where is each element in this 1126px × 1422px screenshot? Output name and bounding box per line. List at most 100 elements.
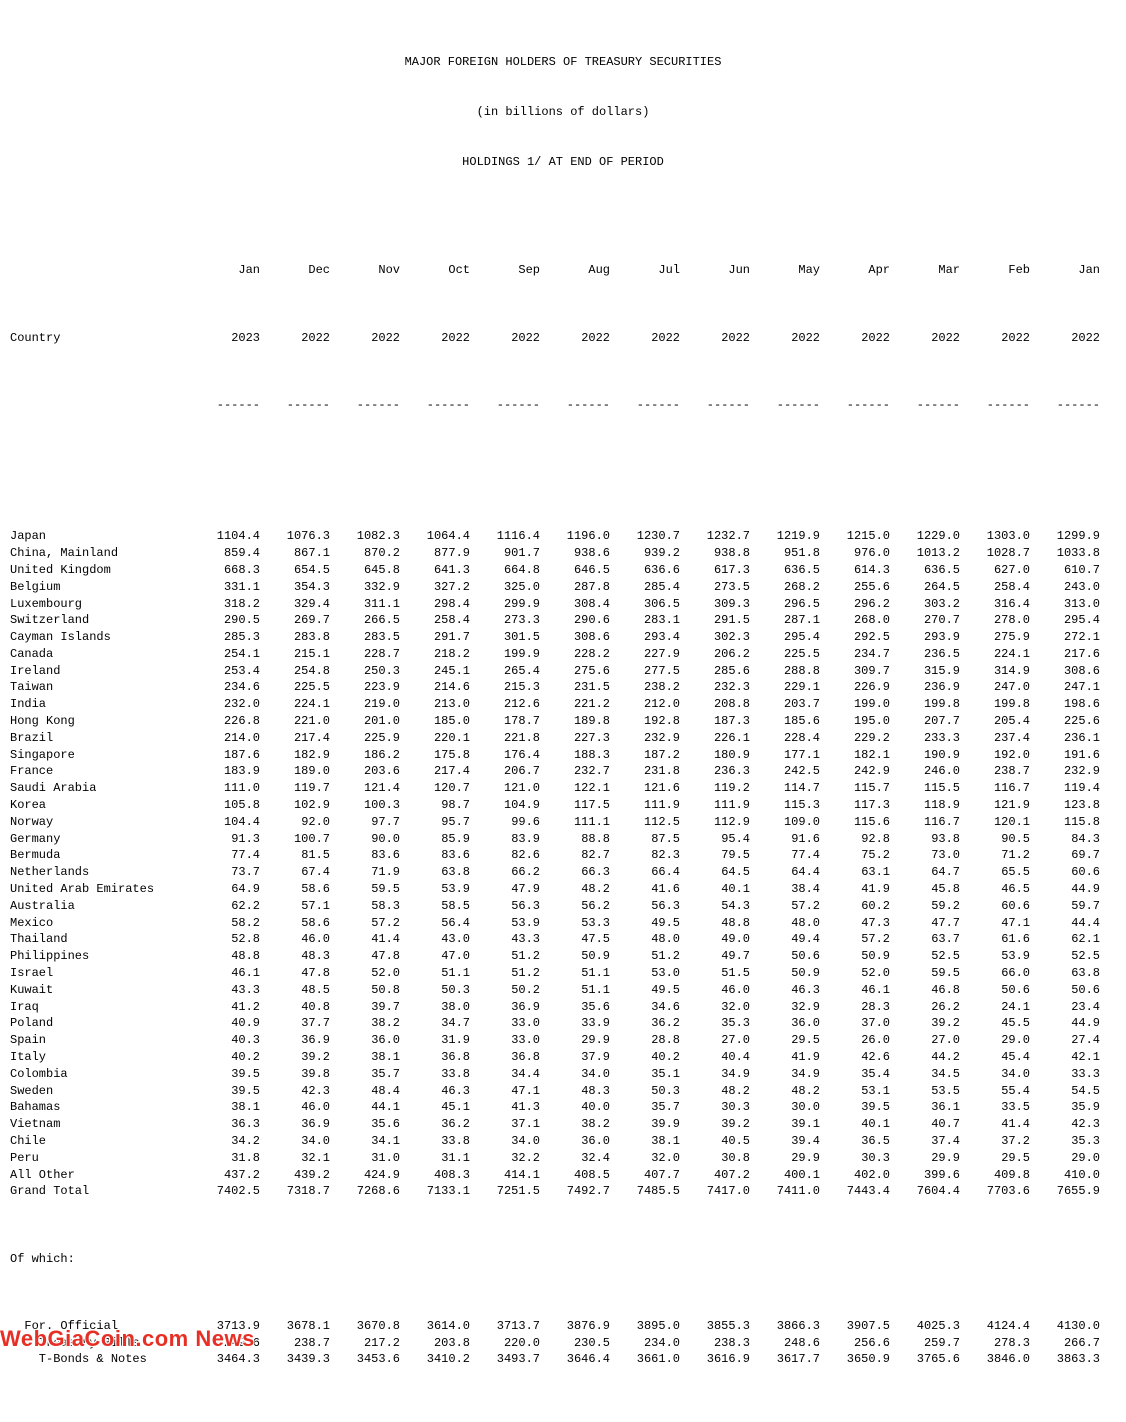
table-row-36-v8: 39.4 [750, 1133, 820, 1150]
table-row-37-v3: 31.1 [400, 1150, 470, 1167]
table-row-26-v10: 59.5 [890, 965, 960, 982]
sub-row-1-v7: 238.3 [680, 1335, 750, 1352]
table-row-10-v2: 219.0 [330, 696, 400, 713]
table-row-21-country: United Arab Emirates [10, 881, 190, 898]
table-row-37-v8: 29.9 [750, 1150, 820, 1167]
table-row-17-country: Norway [10, 814, 190, 831]
table-row-29-v1: 37.7 [260, 1015, 330, 1032]
table-row-17-v7: 112.9 [680, 814, 750, 831]
table-row-26-v2: 52.0 [330, 965, 400, 982]
table-row-13-v0: 187.6 [190, 747, 260, 764]
table-row-39-v0: 7402.5 [190, 1183, 260, 1200]
table-row-26-country: Israel [10, 965, 190, 982]
table-row-11-v6: 192.8 [610, 713, 680, 730]
table-row-7-v4: 199.9 [470, 646, 540, 663]
table-row-1-v8: 951.8 [750, 545, 820, 562]
table-row-2-v9: 614.3 [820, 562, 890, 579]
table-row-18-v11: 90.5 [960, 831, 1030, 848]
table-row-16-v7: 111.9 [680, 797, 750, 814]
table-row-31-v1: 39.2 [260, 1049, 330, 1066]
table-row-17-v10: 116.7 [890, 814, 960, 831]
table-row-14-v10: 246.0 [890, 763, 960, 780]
table-row-4-v8: 296.5 [750, 596, 820, 613]
table-row-33-v6: 50.3 [610, 1083, 680, 1100]
table-row-29-v0: 40.9 [190, 1015, 260, 1032]
table-row-7-v5: 228.2 [540, 646, 610, 663]
table-row-24-v2: 41.4 [330, 931, 400, 948]
table-row-3-v8: 268.2 [750, 579, 820, 596]
table-row-28-v4: 36.9 [470, 999, 540, 1016]
table-row-0-v5: 1196.0 [540, 528, 610, 545]
table-row-16-v8: 115.3 [750, 797, 820, 814]
table-row-34-v0: 38.1 [190, 1099, 260, 1116]
table-row-34: Bahamas38.146.044.145.141.340.035.730.33… [10, 1099, 1116, 1116]
table-row-12-v10: 233.3 [890, 730, 960, 747]
table-row-22-v12: 59.7 [1030, 898, 1100, 915]
table-row-1-v6: 939.2 [610, 545, 680, 562]
table-row-5-v2: 266.5 [330, 612, 400, 629]
table-row-39-v4: 7251.5 [470, 1183, 540, 1200]
table-row-6-v6: 293.4 [610, 629, 680, 646]
table-row-28-country: Iraq [10, 999, 190, 1016]
table-row-15-v9: 115.7 [820, 780, 890, 797]
table-row-20-v1: 67.4 [260, 864, 330, 881]
table-row-6-v5: 308.6 [540, 629, 610, 646]
table-row-11-v11: 205.4 [960, 713, 1030, 730]
table-row-4-v7: 309.3 [680, 596, 750, 613]
table-row-5-v0: 290.5 [190, 612, 260, 629]
table-row-12-v12: 236.1 [1030, 730, 1100, 747]
table-row-37-v7: 30.8 [680, 1150, 750, 1167]
sub-row-0-v6: 3895.0 [610, 1318, 680, 1335]
table-row-26-v6: 53.0 [610, 965, 680, 982]
of-which-row: Of which: [10, 1251, 1116, 1268]
table-row-34-v7: 30.3 [680, 1099, 750, 1116]
table-row-27-v7: 46.0 [680, 982, 750, 999]
table-row-24-v10: 63.7 [890, 931, 960, 948]
hdr-m8: May [750, 262, 820, 279]
sep-12: ------ [1030, 397, 1100, 414]
hdr-y11: 2022 [960, 330, 1030, 347]
table-row-19-v11: 71.2 [960, 847, 1030, 864]
table-row-16-v5: 117.5 [540, 797, 610, 814]
table-row-13-v10: 190.9 [890, 747, 960, 764]
table-row-24-v1: 46.0 [260, 931, 330, 948]
table-row-20-v6: 66.4 [610, 864, 680, 881]
table-row-22-v1: 57.1 [260, 898, 330, 915]
table-row-32-country: Colombia [10, 1066, 190, 1083]
table-row-19-v9: 75.2 [820, 847, 890, 864]
table-row-6-v7: 302.3 [680, 629, 750, 646]
sub-row-0-v10: 4025.3 [890, 1318, 960, 1335]
table-row-5: Switzerland290.5269.7266.5258.4273.3290.… [10, 612, 1116, 629]
table-row-20-v3: 63.8 [400, 864, 470, 881]
table-row-27-v2: 50.8 [330, 982, 400, 999]
table-row-15: Saudi Arabia111.0119.7121.4120.7121.0122… [10, 780, 1116, 797]
table-row-13-v4: 176.4 [470, 747, 540, 764]
table-row-30-v4: 33.0 [470, 1032, 540, 1049]
table-row-38-v5: 408.5 [540, 1167, 610, 1184]
table-row-15-v6: 121.6 [610, 780, 680, 797]
table-row-23-v6: 49.5 [610, 915, 680, 932]
table-row-28-v12: 23.4 [1030, 999, 1100, 1016]
table-row-12-v0: 214.0 [190, 730, 260, 747]
hdr-y3: 2022 [400, 330, 470, 347]
table-row-2-v2: 645.8 [330, 562, 400, 579]
table-row-16-v2: 100.3 [330, 797, 400, 814]
table-row-33-v5: 48.3 [540, 1083, 610, 1100]
hdr-m2: Nov [330, 262, 400, 279]
table-row-29-v7: 35.3 [680, 1015, 750, 1032]
hdr-y12: 2022 [1030, 330, 1100, 347]
table-row-10-v6: 212.0 [610, 696, 680, 713]
table-row-18-v12: 84.3 [1030, 831, 1100, 848]
table-row-34-v5: 40.0 [540, 1099, 610, 1116]
table-row-1-v4: 901.7 [470, 545, 540, 562]
table-row-34-v3: 45.1 [400, 1099, 470, 1116]
table-row-29-v3: 34.7 [400, 1015, 470, 1032]
sep-1: ------ [260, 397, 330, 414]
table-row-21-v5: 48.2 [540, 881, 610, 898]
table-row-18-v3: 85.9 [400, 831, 470, 848]
table-row-4-v2: 311.1 [330, 596, 400, 613]
table-row-20-v8: 64.4 [750, 864, 820, 881]
table-row-5-v9: 268.0 [820, 612, 890, 629]
table-row-32-v8: 34.9 [750, 1066, 820, 1083]
table-row-9-v5: 231.5 [540, 679, 610, 696]
